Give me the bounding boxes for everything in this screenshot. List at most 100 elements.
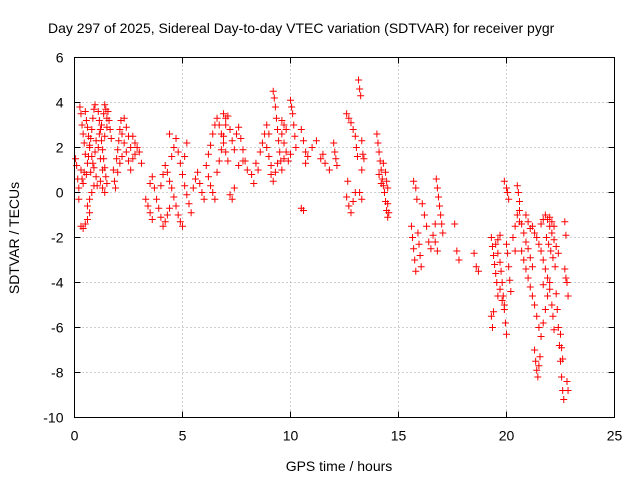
data-point [115,137,123,145]
data-point [267,162,275,169]
data-point [451,220,459,228]
data-point [535,240,543,248]
data-point [524,274,532,282]
data-point [222,121,230,129]
chart-title: Day 297 of 2025, Sidereal Day-to-day VTE… [48,20,555,36]
data-point [92,137,100,145]
data-point [375,171,383,178]
data-point [274,159,282,167]
data-point [321,159,329,167]
data-point [185,200,193,208]
data-point [515,218,523,226]
data-point [228,137,236,145]
data-point [230,146,238,154]
data-point [88,126,96,133]
data-point [287,96,294,104]
data-point [501,319,509,327]
data-point [534,373,542,381]
data-point [356,85,364,93]
data-point [101,189,109,196]
data-point [86,141,94,149]
data-point [563,378,571,385]
data-point [280,121,288,129]
data-point [297,126,305,133]
data-point [194,168,202,176]
data-point [317,155,325,163]
data-point [87,168,95,176]
data-point [407,222,415,230]
data-point [170,144,178,151]
data-point [332,155,340,163]
data-point [187,209,195,217]
data-point [172,202,180,210]
data-point [333,162,341,169]
x-tick-label: 10 [283,428,299,444]
data-point [358,137,366,145]
data-point [81,150,89,158]
data-point [384,200,392,208]
data-point [174,148,182,156]
data-point [179,171,186,178]
data-point [331,148,339,156]
data-point [80,168,88,176]
data-point [110,177,118,185]
y-tick-label: -6 [51,320,64,336]
data-point [101,132,109,140]
data-point [532,357,540,365]
data-point [159,171,167,178]
data-point [282,148,290,156]
data-point [183,139,191,147]
data-point [254,166,262,174]
data-point [522,211,530,219]
data-point [544,292,552,300]
data-point [515,207,523,214]
data-point [200,195,208,203]
data-point [487,312,495,320]
data-point [531,346,539,354]
data-point [159,222,167,230]
data-point [90,105,98,113]
data-point [546,213,554,221]
y-tick-label: 0 [56,185,64,201]
data-point [157,182,165,190]
data-point [380,189,388,196]
data-point [498,297,506,304]
data-point [557,330,564,338]
data-point [125,132,132,140]
data-point [537,220,545,228]
data-point [256,148,264,156]
data-point [75,195,83,203]
data-point [239,157,247,165]
data-point [148,173,156,181]
data-point [378,175,386,183]
data-point [494,249,502,257]
data-point [511,222,519,230]
data-point [423,222,431,230]
data-point [274,126,282,133]
data-point [153,195,161,203]
data-point [131,150,139,158]
data-point [271,168,279,176]
data-point [90,182,98,190]
data-point [292,144,300,151]
data-point [120,139,128,147]
data-point [290,121,298,129]
data-point [520,229,528,237]
data-point [472,263,480,271]
data-point [79,130,87,138]
y-tick-label: -8 [51,365,64,381]
data-point [88,153,96,160]
data-point [122,148,130,156]
grid-lines [74,57,615,418]
data-point [275,137,283,145]
data-point [228,195,236,203]
data-point [505,195,513,203]
data-point [304,153,312,160]
data-point [558,373,566,381]
data-point [497,267,505,275]
data-point [415,240,423,248]
data-point [202,162,210,169]
data-point [146,180,154,187]
data-point [420,211,428,219]
